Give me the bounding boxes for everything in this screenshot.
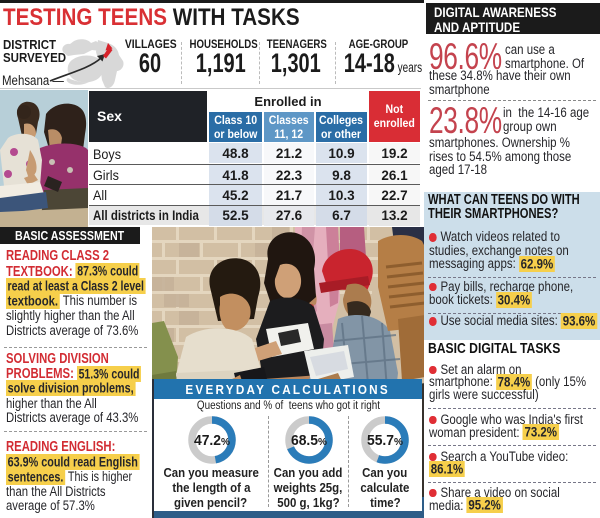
svg-text:47.2%: 47.2%	[194, 433, 230, 449]
svg-text:68.5%: 68.5%	[291, 433, 327, 449]
svg-text:55.7%: 55.7%	[367, 433, 403, 449]
